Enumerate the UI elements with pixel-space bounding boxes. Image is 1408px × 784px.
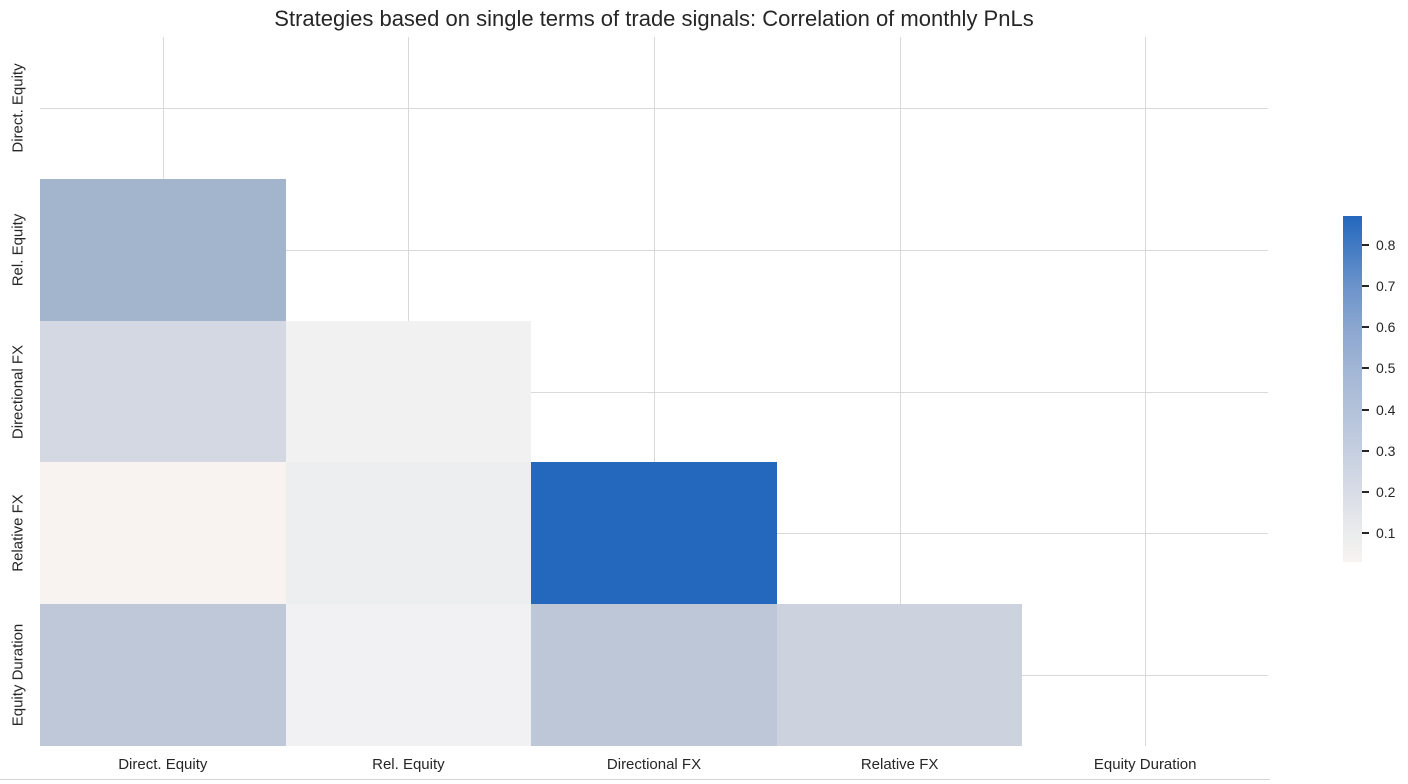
y-axis-label-text: Relative FX [9, 494, 27, 573]
colorbar-tick-label: 0.8 [1376, 236, 1396, 253]
x-axis-label: Direct. Equity [118, 756, 208, 773]
x-axis-label: Equity Duration [1093, 756, 1197, 773]
colorbar-tick-label: 0.3 [1376, 442, 1396, 459]
gridline-horizontal [40, 249, 1268, 251]
heatmap-cell [40, 320, 286, 463]
gridline-horizontal [40, 391, 1268, 393]
colorbar-tick-label: 0.1 [1376, 525, 1396, 542]
heatmap-cell [776, 604, 1023, 746]
chart-title: Strategies based on single terms of trad… [274, 6, 1034, 31]
y-axis-label-text: Equity Duration [9, 623, 27, 727]
heatmap-cell [531, 604, 777, 746]
colorbar-tick-label: 0.4 [1376, 401, 1396, 418]
y-axis-label-text: Direct. Equity [9, 63, 27, 153]
x-axis-label: Rel. Equity [372, 756, 445, 773]
colorbar-tick-label: 0.2 [1376, 483, 1396, 500]
colorbar-tick-label: 0.7 [1376, 278, 1396, 295]
heatmap-cell [285, 462, 532, 605]
heatmap-plot-area [40, 37, 1268, 746]
y-axis-label-text: Directional FX [9, 344, 27, 439]
colorbar-tick [1362, 367, 1369, 370]
colorbar-tick [1362, 243, 1369, 246]
colorbar-tick [1362, 532, 1369, 535]
x-axis-label: Directional FX [606, 756, 702, 773]
bottom-divider [0, 779, 1270, 780]
heatmap-cell [285, 320, 532, 463]
colorbar-tick [1362, 285, 1369, 288]
heatmap-cell [40, 462, 286, 605]
heatmap-cell [531, 462, 777, 605]
colorbar-tick [1362, 449, 1369, 452]
x-axis-label: Relative FX [860, 756, 939, 773]
colorbar-tick-label: 0.6 [1376, 319, 1396, 336]
colorbar-tick [1362, 408, 1369, 411]
gridline-horizontal [40, 107, 1268, 109]
y-axis-label-text: Rel. Equity [9, 213, 27, 286]
colorbar-gradient [1343, 216, 1362, 562]
heatmap-cell [40, 604, 286, 746]
colorbar-tick-label: 0.5 [1376, 360, 1396, 377]
colorbar-tick [1362, 326, 1369, 329]
heatmap-cell [40, 178, 286, 321]
colorbar-tick [1362, 490, 1369, 493]
heatmap-cell [285, 604, 532, 746]
